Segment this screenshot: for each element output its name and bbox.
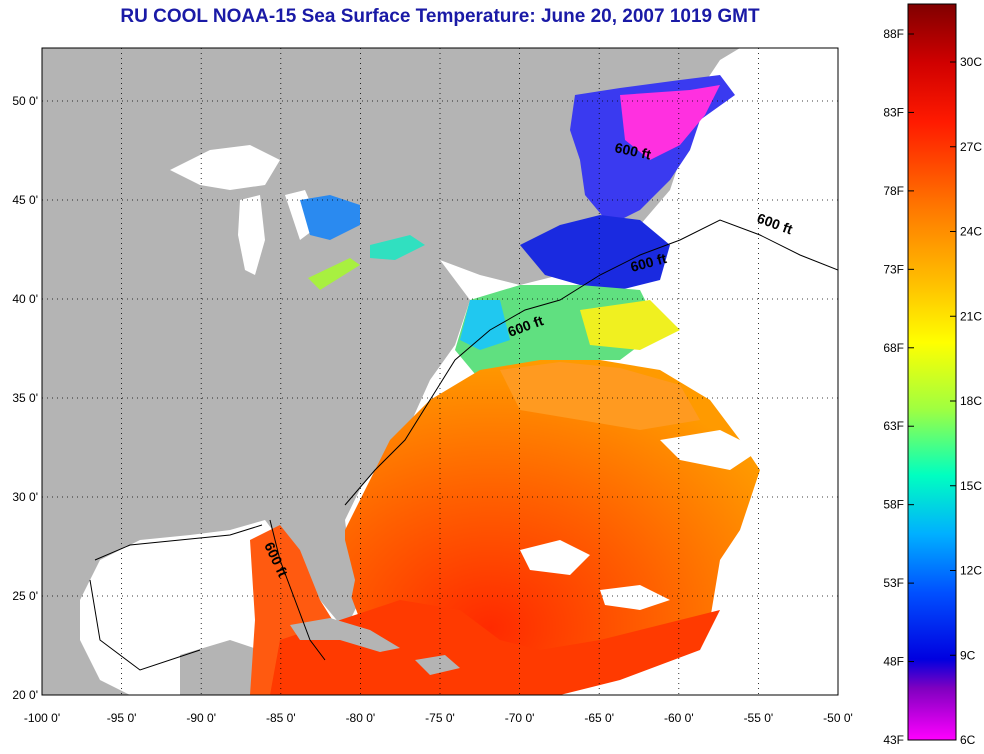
longitude-tick-label: -90 0' (186, 711, 216, 725)
latitude-tick-label: 25 0' (12, 589, 38, 603)
colorbar-celsius-label: 9C (960, 648, 976, 662)
sst-magenta-patch (620, 85, 720, 160)
colorbar-fahrenheit-label: 63F (883, 419, 904, 433)
sst-caribbean (270, 600, 720, 695)
colorbar-fahrenheit-label: 78F (883, 184, 904, 198)
latitude-tick-label: 35 0' (12, 391, 38, 405)
colorbar-celsius-label: 6C (960, 733, 976, 747)
colorbar-celsius-label: 27C (960, 140, 982, 154)
colorbar-celsius-label: 24C (960, 225, 982, 239)
latitude-tick-label: 50 0' (12, 94, 38, 108)
longitude-tick-label: -95 0' (107, 711, 137, 725)
latitude-tick-label: 40 0' (12, 292, 38, 306)
longitude-tick-label: -70 0' (505, 711, 535, 725)
colorbar-celsius-label: 30C (960, 55, 982, 69)
great-lakes (170, 145, 320, 275)
colorbar-fahrenheit-label: 48F (883, 655, 904, 669)
longitude-tick-label: -100 0' (24, 711, 60, 725)
latitude-tick-label: 45 0' (12, 193, 38, 207)
colorbar-fahrenheit-label: 43F (883, 733, 904, 747)
colorbar-fahrenheit-label: 58F (883, 498, 904, 512)
colorbar-fahrenheit-label: 73F (883, 262, 904, 276)
cloud-patch-1 (520, 540, 590, 575)
longitude-tick-label: -80 0' (346, 711, 376, 725)
sst-lake-green (308, 258, 360, 290)
depth-contour-600ft (269, 219, 838, 661)
longitude-tick-label: -50 0' (823, 711, 853, 725)
colorbar-fahrenheit-label: 68F (883, 341, 904, 355)
colorbar-celsius-labels: 30C 27C 24C 21C 18C 15C 12C 9C 6C (950, 55, 982, 747)
latitude-ticks: 50 0' 45 0' 40 0' 35 0' 30 0' 25 0' 20 0' (12, 94, 38, 702)
sst-lake-cyan (370, 235, 425, 260)
gulf-contour (89, 524, 263, 671)
colorbar-fahrenheit-label: 88F (883, 27, 904, 41)
longitude-tick-label: -65 0' (584, 711, 614, 725)
colorbar-fahrenheit-label: 53F (883, 576, 904, 590)
longitude-ticks: -100 0' -95 0' -90 0' -85 0' -80 0' -75 0' -70… (24, 711, 853, 725)
sst-shelf-cyan (460, 300, 510, 350)
sst-orange-band (500, 362, 700, 430)
cloud-patch-3 (660, 430, 760, 470)
cloud-patch-2 (600, 585, 670, 610)
longitude-tick-label: -85 0' (266, 711, 296, 725)
longitude-tick-label: -75 0' (425, 711, 455, 725)
sst-lake-colors (300, 195, 360, 240)
florida-land (310, 505, 355, 605)
contour-label-1: 600 ft (613, 139, 652, 162)
longitude-tick-label: -60 0' (664, 711, 694, 725)
sst-gulf-of-maine (520, 215, 670, 290)
longitude-tick-label: -55 0' (744, 711, 774, 725)
latitude-tick-label: 20 0' (12, 688, 38, 702)
cuba-land (290, 618, 400, 652)
latitude-tick-label: 30 0' (12, 490, 38, 504)
map-title: RU COOL NOAA-15 Sea Surface Temperature:… (120, 6, 760, 27)
colorbar (907, 3, 957, 741)
colorbar-celsius-label: 12C (960, 564, 982, 578)
colorbar-celsius-label: 21C (960, 309, 982, 323)
hispaniola-land (415, 655, 460, 675)
colorbar-celsius-label: 15C (960, 479, 982, 493)
colorbar-fahrenheit-labels: 88F 83F 78F 73F 68F 63F 58F 53F 48F 43F (883, 27, 914, 747)
colorbar-celsius-label: 18C (960, 394, 982, 408)
sst-yellow-band (580, 300, 680, 350)
colorbar-fahrenheit-label: 83F (883, 105, 904, 119)
